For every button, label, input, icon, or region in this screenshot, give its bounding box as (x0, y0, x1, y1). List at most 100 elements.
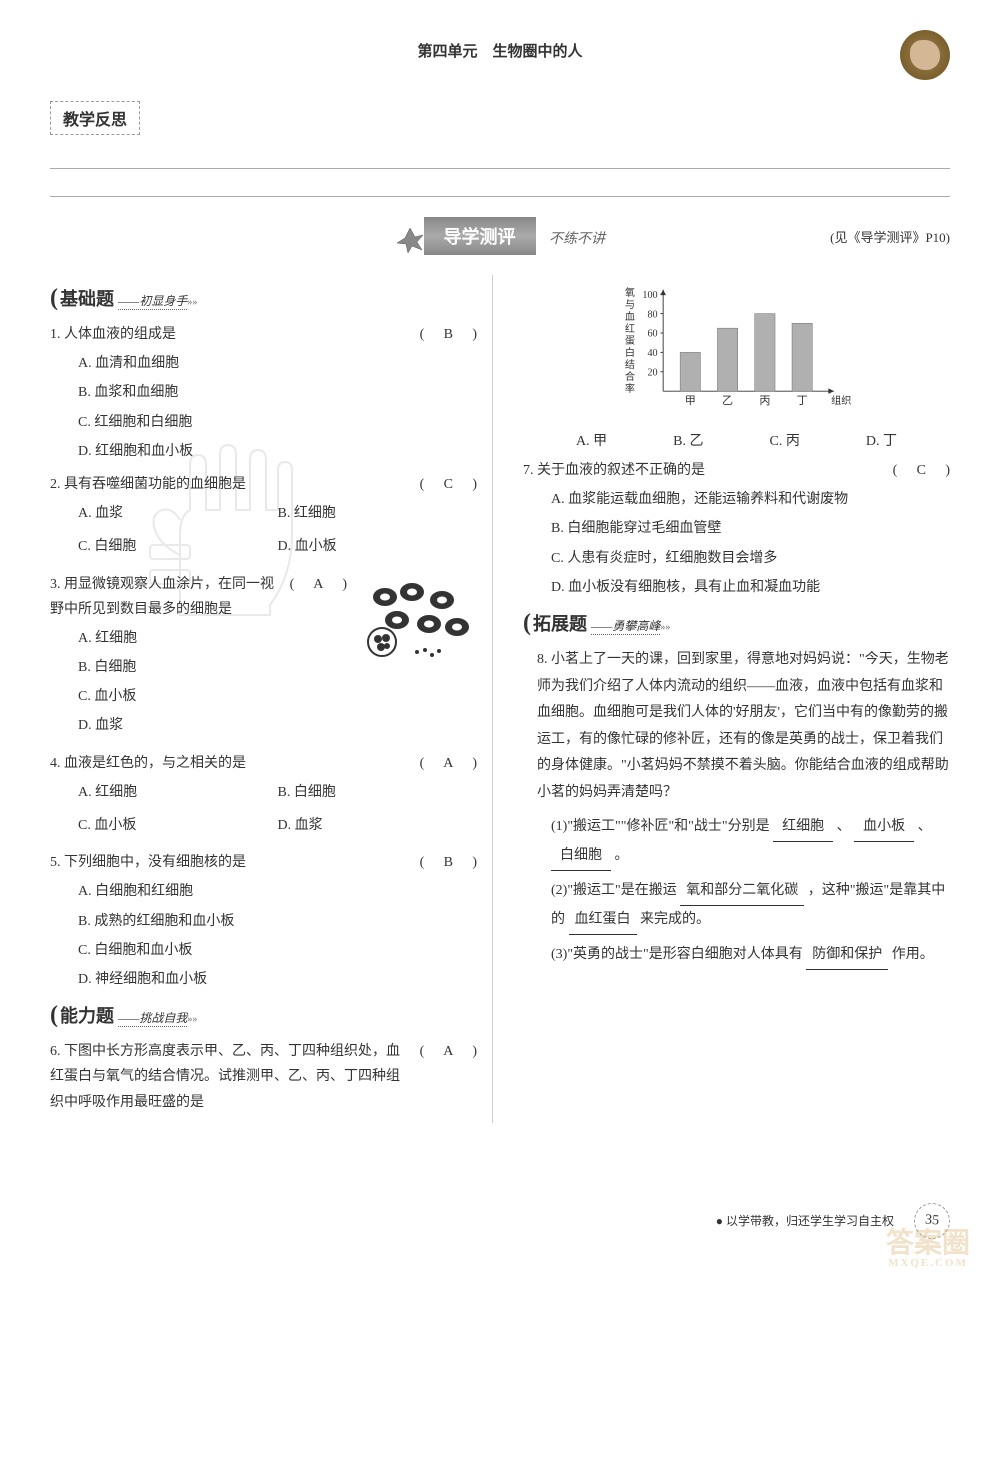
svg-text:率: 率 (624, 382, 634, 395)
q6-options: A. 甲 B. 乙 C. 丙 D. 丁 (523, 430, 950, 450)
q7-opt-c: C. 人患有炎症时，红细胞数目会增多 (551, 546, 950, 571)
q5-answer: ( B ) (420, 850, 477, 875)
content-columns: ( 基础题 ——初显身手 »» 1. 人体血液的组成是 ( B ) A. 血清和… (50, 275, 950, 1123)
extend-title-main: 拓展题 (533, 610, 587, 636)
q8-sub2-ans2: 血红蛋白 (569, 906, 637, 935)
corner-logo-icon (900, 30, 950, 80)
svg-text:20: 20 (647, 367, 657, 378)
q5-opt-b: B. 成熟的红细胞和血小板 (78, 909, 477, 934)
ability-section-title: ( 能力题 ——挑战自我 »» (50, 1002, 477, 1029)
q4-opt-d: D. 血浆 (278, 813, 478, 838)
q7-stem: 7. 关于血液的叙述不正确的是 (523, 458, 883, 483)
q1-answer: ( B ) (420, 322, 477, 347)
svg-text:红: 红 (624, 322, 634, 335)
q6-answer: ( A ) (420, 1039, 477, 1064)
q8-stem: 8. 小茗上了一天的课，回到家里，得意地对妈妈说："今天，生物老师为我们介绍了人… (523, 647, 950, 807)
assessment-subtitle: 不练不讲 (549, 232, 605, 247)
svg-text:组织: 组织 (831, 394, 851, 407)
write-line (50, 173, 950, 197)
header-title: 第四单元 生物圈中的人 (417, 40, 582, 61)
svg-text:白: 白 (624, 346, 634, 359)
arrow-icon: »» (187, 1014, 197, 1025)
reflection-label: 教学反思 (50, 101, 140, 135)
q8-sub2: (2)"搬运工"是在搬运 氧和部分二氧化碳 ，这种"搬运"是靠其中的 血红蛋白 … (523, 877, 950, 935)
page-footer: ● 以学带教，归还学生学习自主权 35 答案圈 MXQE.COM (50, 1203, 950, 1239)
assessment-reference: (见《导学测评》P10) (830, 227, 950, 246)
ability-title-sub: ——挑战自我 (118, 1009, 187, 1027)
q4-stem: 4. 血液是红色的，与之相关的是 (50, 751, 410, 776)
q1-opt-b: B. 血浆和血细胞 (78, 380, 477, 405)
q8-sub3-ans1: 防御和保护 (806, 941, 888, 970)
q6-opt-c: C. 丙 (770, 430, 800, 450)
svg-text:丁: 丁 (796, 395, 807, 407)
arrow-icon: »» (187, 297, 197, 308)
svg-text:甲: 甲 (684, 395, 695, 407)
q3-answer: ( A ) (290, 572, 347, 597)
q2-opt-a: A. 血浆 (78, 501, 278, 526)
blood-cell-icon (357, 572, 477, 672)
svg-text:合: 合 (624, 370, 634, 383)
question-6: 6. 下图中长方形高度表示甲、乙、丙、丁四种组织处，血红蛋白与氧气的结合情况。试… (50, 1039, 477, 1115)
right-column: 20406080100氧与血红蛋白结合率甲乙丙丁组织 A. 甲 B. 乙 C. … (523, 275, 950, 1123)
footer-text: ● 以学带教，归还学生学习自主权 (716, 1212, 894, 1229)
q4-opt-a: A. 红细胞 (78, 780, 278, 805)
q6-opt-d: D. 丁 (866, 430, 897, 450)
question-5: 5. 下列细胞中，没有细胞核的是 ( B ) A. 白细胞和红细胞 B. 成熟的… (50, 850, 477, 992)
svg-text:40: 40 (647, 348, 657, 359)
q2-opt-b: B. 红细胞 (278, 501, 478, 526)
question-1: 1. 人体血液的组成是 ( B ) A. 血清和血细胞 B. 血浆和血细胞 C.… (50, 322, 477, 464)
q3-stem: 3. 用显微镜观察人血涂片，在同一视野中所见到数目最多的细胞是 (50, 572, 280, 622)
bracket-icon: ( (523, 610, 531, 637)
assessment-banner: 导学测评 不练不讲 (见《导学测评》P10) (50, 217, 950, 255)
left-column: ( 基础题 ——初显身手 »» 1. 人体血液的组成是 ( B ) A. 血清和… (50, 275, 493, 1123)
question-7: 7. 关于血液的叙述不正确的是 ( C ) A. 血浆能运载血细胞，还能运输养料… (523, 458, 950, 600)
assessment-title: 导学测评 (424, 217, 536, 255)
svg-text:乙: 乙 (722, 394, 733, 407)
q1-opt-c: C. 红细胞和白细胞 (78, 410, 477, 435)
q2-opt-c: C. 白细胞 (78, 534, 278, 559)
basic-title-main: 基础题 (60, 285, 114, 311)
q2-answer: ( C ) (420, 472, 477, 497)
question-3: 3. 用显微镜观察人血涂片，在同一视野中所见到数目最多的细胞是 ( A ) A.… (50, 572, 477, 743)
q8-sub1: (1)"搬运工""修补匠"和"战士"分别是 红细胞 、 血小板 、 白细胞 。 (523, 813, 950, 871)
q5-opt-d: D. 神经细胞和血小板 (78, 967, 477, 992)
svg-text:氧: 氧 (624, 286, 634, 299)
q1-opt-a: A. 血清和血细胞 (78, 351, 477, 376)
svg-text:丙: 丙 (759, 395, 770, 407)
q7-opt-b: B. 白细胞能穿过毛细血管壁 (551, 516, 950, 541)
q8-sub2-ans1: 氧和部分二氧化碳 (680, 877, 804, 906)
q5-stem: 5. 下列细胞中，没有细胞核的是 (50, 850, 410, 875)
write-line (50, 145, 950, 169)
question-4: 4. 血液是红色的，与之相关的是 ( A ) A. 红细胞 B. 白细胞 C. … (50, 751, 477, 843)
svg-text:蛋: 蛋 (624, 335, 634, 347)
svg-text:结: 结 (624, 358, 634, 371)
q1-opt-d: D. 红细胞和血小板 (78, 439, 477, 464)
question-8: 8. 小茗上了一天的课，回到家里，得意地对妈妈说："今天，生物老师为我们介绍了人… (523, 647, 950, 970)
q7-answer: ( C ) (893, 458, 950, 483)
svg-text:80: 80 (647, 309, 657, 320)
ability-title-main: 能力题 (60, 1002, 114, 1028)
svg-text:血: 血 (624, 310, 634, 323)
corner-watermark: 答案圈 MXQE.COM (886, 1230, 970, 1269)
q2-opt-d: D. 血小板 (278, 534, 478, 559)
q3-opt-d: D. 血浆 (78, 713, 477, 738)
arrow-icon: »» (660, 622, 670, 633)
banner-decoration-icon (395, 225, 425, 255)
extend-section-title: ( 拓展题 ——勇攀高峰 »» (523, 610, 950, 637)
q4-answer: ( A ) (420, 751, 477, 776)
page-header: 第四单元 生物圈中的人 (50, 40, 950, 61)
extend-title-sub: ——勇攀高峰 (591, 617, 660, 635)
basic-title-sub: ——初显身手 (118, 292, 187, 310)
basic-section-title: ( 基础题 ——初显身手 »» (50, 285, 477, 312)
question-2: 2. 具有吞噬细菌功能的血细胞是 ( C ) A. 血浆 B. 红细胞 C. 白… (50, 472, 477, 564)
q3-opt-c: C. 血小板 (78, 684, 477, 709)
q7-opt-d: D. 血小板没有细胞核，具有止血和凝血功能 (551, 575, 950, 600)
bracket-icon: ( (50, 1002, 58, 1029)
q4-opt-c: C. 血小板 (78, 813, 278, 838)
q8-sub1-ans2: 血小板 (854, 813, 914, 842)
q6-opt-b: B. 乙 (673, 430, 703, 450)
q8-sub1-ans1: 红细胞 (773, 813, 833, 842)
q6-stem: 6. 下图中长方形高度表示甲、乙、丙、丁四种组织处，血红蛋白与氧气的结合情况。试… (50, 1039, 410, 1115)
svg-text:60: 60 (647, 329, 657, 340)
q5-opt-a: A. 白细胞和红细胞 (78, 879, 477, 904)
